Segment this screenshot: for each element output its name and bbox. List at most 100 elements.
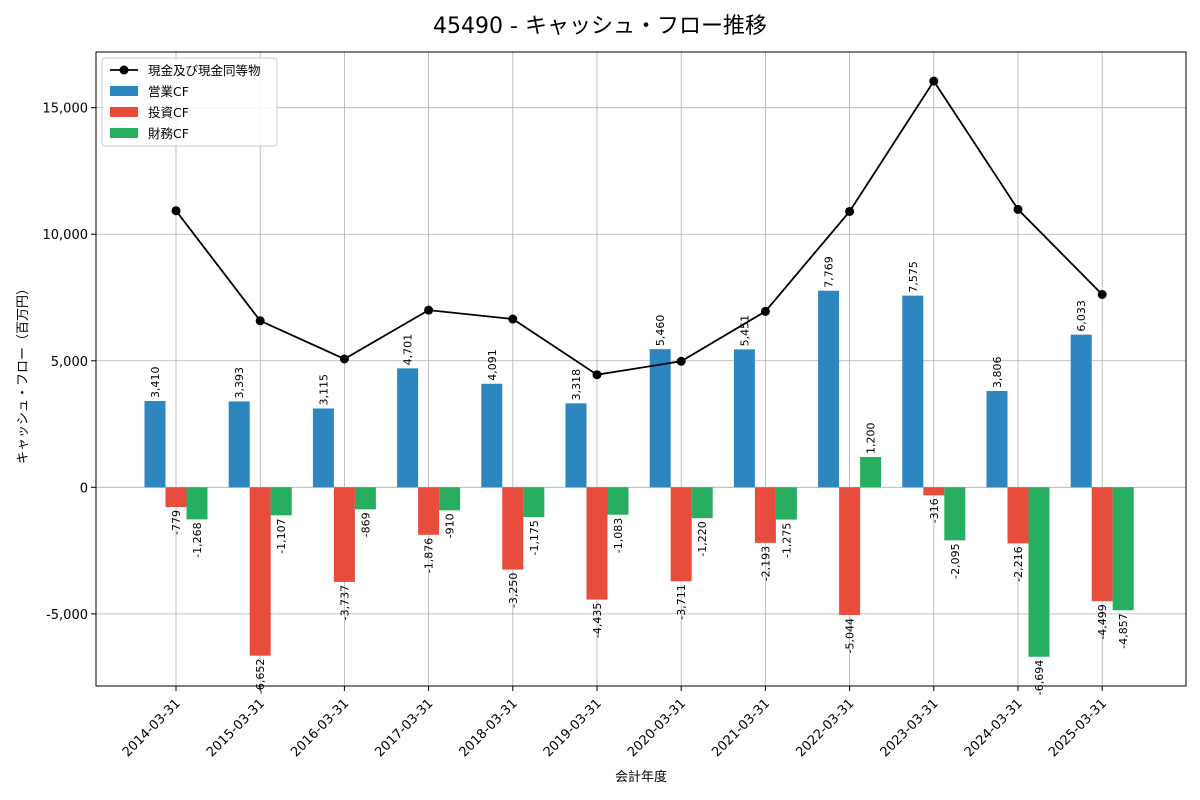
bar-投資CF <box>1091 487 1113 602</box>
bar-value-label: -3,737 <box>338 585 351 620</box>
legend-label: 現金及び現金同等物 <box>148 63 261 78</box>
bar-財務CF <box>270 487 292 516</box>
bar-value-label: 3,393 <box>233 367 246 399</box>
bar-営業CF <box>312 408 334 488</box>
line-point <box>845 206 855 216</box>
y-tick-label: 0 <box>80 481 88 496</box>
y-tick-label: 10,000 <box>43 228 89 243</box>
bar-財務CF <box>523 487 545 518</box>
bar-財務CF <box>1028 487 1050 657</box>
bar-財務CF <box>354 487 376 510</box>
bar-投資CF <box>586 487 608 600</box>
y-tick-label: -5,000 <box>46 608 88 623</box>
x-tick-label: 2016-03-31 <box>288 696 352 760</box>
bar-value-label: -6,652 <box>254 659 267 694</box>
bar-営業CF <box>1070 334 1092 488</box>
bar-営業CF <box>397 368 419 488</box>
plot-frame <box>95 51 1187 687</box>
legend-label: 財務CF <box>148 126 189 141</box>
x-tick-label: 2021-03-31 <box>709 696 773 760</box>
x-tick-label: 2019-03-31 <box>541 696 605 760</box>
bar-value-label: -3,711 <box>675 584 688 619</box>
x-tick-label: 2020-03-31 <box>625 696 689 760</box>
line-point <box>339 354 349 364</box>
legend-label: 営業CF <box>148 84 189 99</box>
y-tick-label: 15,000 <box>43 102 89 117</box>
x-tick-label: 2015-03-31 <box>204 696 268 760</box>
bar-投資CF <box>165 487 187 508</box>
bar-value-label: -1,220 <box>696 521 709 556</box>
line-point <box>1097 289 1107 299</box>
x-tick-label: 2023-03-31 <box>878 696 942 760</box>
legend-box <box>101 57 278 147</box>
line-point <box>676 356 686 366</box>
bar-財務CF <box>860 456 882 488</box>
legend-swatch <box>110 128 138 138</box>
x-tick-label: 2018-03-31 <box>457 696 521 760</box>
bar-value-label: -1,083 <box>612 518 625 553</box>
bar-value-label: 5,451 <box>738 315 751 347</box>
line-point <box>1013 204 1023 214</box>
bar-財務CF <box>607 487 629 515</box>
y-tick-label: 5,000 <box>51 355 88 370</box>
bar-財務CF <box>1112 487 1134 611</box>
bar-投資CF <box>754 487 776 543</box>
bar-value-label: -1,876 <box>423 538 436 573</box>
x-tick-label: 2025-03-31 <box>1046 696 1110 760</box>
bar-value-label: -3,250 <box>507 573 520 608</box>
legend-swatch <box>110 86 138 96</box>
bar-value-label: 6,033 <box>1075 300 1088 332</box>
bar-投資CF <box>333 487 355 582</box>
bar-財務CF <box>186 487 208 520</box>
bar-value-label: -2,095 <box>949 543 962 578</box>
bar-value-label: -4,857 <box>1117 613 1130 648</box>
legend-marker <box>119 65 129 75</box>
bar-営業CF <box>144 401 166 488</box>
bar-財務CF <box>439 487 461 511</box>
line-現金及び現金同等物 <box>175 79 1103 376</box>
bar-投資CF <box>839 487 861 615</box>
bar-投資CF <box>1007 487 1029 544</box>
bar-value-label: -5,044 <box>844 618 857 653</box>
x-axis-title: 会計年度 <box>615 769 667 785</box>
bar-value-label: 1,200 <box>865 422 878 454</box>
bar-投資CF <box>670 487 692 582</box>
bar-value-label: -6,694 <box>1033 660 1046 695</box>
bar-value-label: -2,193 <box>759 546 772 581</box>
line-point <box>760 306 770 316</box>
bar-value-label: 4,701 <box>402 334 415 366</box>
bar-投資CF <box>249 487 271 656</box>
line-point <box>929 76 939 86</box>
bar-value-label: 7,575 <box>907 261 920 293</box>
bar-value-label: 3,318 <box>570 369 583 401</box>
bar-value-label: 3,410 <box>149 367 162 399</box>
bar-営業CF <box>481 383 503 488</box>
x-tick-label: 2017-03-31 <box>372 696 436 760</box>
bar-投資CF <box>418 487 440 535</box>
bar-営業CF <box>565 403 587 488</box>
bar-value-label: -1,107 <box>275 518 288 553</box>
chart-title: 45490 - キャッシュ・フロー推移 <box>433 14 767 39</box>
line-point <box>171 206 181 216</box>
bar-value-label: 3,806 <box>991 356 1004 388</box>
bar-営業CF <box>818 290 840 488</box>
bar-営業CF <box>986 390 1008 488</box>
line-point <box>592 370 602 380</box>
bar-value-label: -4,435 <box>591 603 604 638</box>
bar-財務CF <box>775 487 797 520</box>
bar-営業CF <box>733 349 755 488</box>
bar-営業CF <box>228 401 250 488</box>
bar-営業CF <box>649 349 671 488</box>
bar-value-label: -316 <box>928 498 941 523</box>
bar-value-label: 7,769 <box>823 256 836 288</box>
y-axis-title: キャッシュ・フロー（百万円） <box>16 282 31 464</box>
bar-投資CF <box>502 487 524 570</box>
bar-投資CF <box>923 487 945 496</box>
legend-swatch <box>110 107 138 117</box>
bar-財務CF <box>691 487 713 519</box>
bar-value-label: -1,268 <box>191 522 204 557</box>
bar-value-label: -779 <box>170 510 183 535</box>
